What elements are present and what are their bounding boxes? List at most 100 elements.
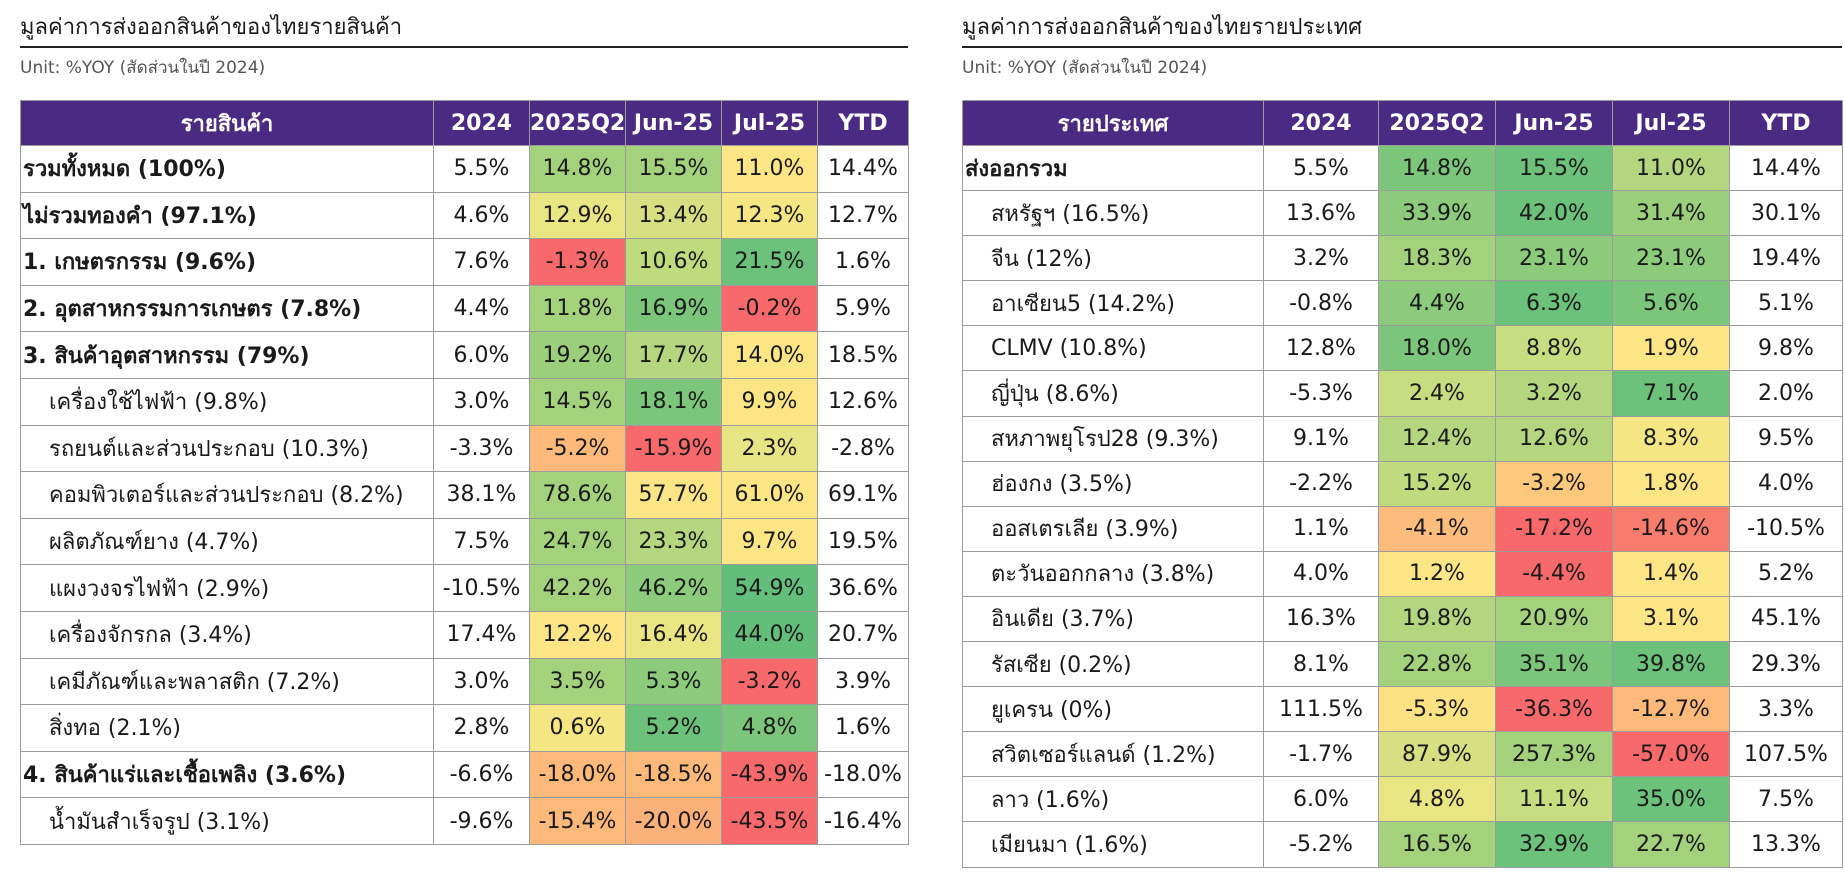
value-cell: -43.5% — [721, 797, 818, 845]
value-cell: -15.9% — [625, 424, 722, 473]
column-header: 2024 — [1263, 100, 1379, 146]
value-cell: 1.9% — [1612, 325, 1730, 372]
value-cell: 8.1% — [1263, 641, 1379, 688]
value-cell: 9.1% — [1263, 415, 1379, 462]
row-label: ญี่ปุ่น (8.6%) — [962, 370, 1264, 417]
value-cell: 13.6% — [1263, 190, 1379, 237]
value-cell: 12.4% — [1378, 415, 1496, 462]
value-cell: -9.6% — [433, 797, 530, 845]
value-cell: 35.1% — [1495, 641, 1613, 688]
value-cell: 3.9% — [817, 657, 909, 706]
value-cell: -1.7% — [1263, 731, 1379, 778]
value-cell: 13.4% — [625, 191, 722, 240]
value-cell: 11.0% — [1612, 144, 1730, 192]
table-row: รวมทั้งหมด (100%) 5.5% 14.8% 15.5% 11.0% 14.4… — [20, 145, 909, 193]
value-cell: 12.7% — [817, 191, 909, 240]
table-row: ฮ่องกง (3.5%) -2.2% 15.2% -3.2% 1.8% 4.0% — [962, 460, 1843, 507]
value-cell: 23.1% — [1612, 235, 1730, 282]
column-header: รายประเทศ — [962, 100, 1264, 146]
value-cell: 5.5% — [433, 145, 530, 193]
row-label: ไม่รวมทองคำ (97.1%) — [20, 191, 434, 240]
value-cell: 11.8% — [529, 284, 626, 333]
value-cell: 1.8% — [1612, 460, 1730, 507]
row-label: เคมีภัณฑ์และพลาสติก (7.2%) — [20, 657, 434, 706]
value-cell: 6.0% — [433, 331, 530, 379]
value-cell: -14.6% — [1612, 505, 1730, 552]
value-cell: 5.2% — [625, 704, 722, 752]
value-cell: 4.4% — [1378, 280, 1496, 327]
row-label: เครื่องใช้ไฟฟ้า (9.8%) — [20, 377, 434, 426]
value-cell: 2.0% — [1729, 370, 1843, 417]
table-row: ไม่รวมทองคำ (97.1%) 4.6% 12.9% 13.4% 12.3% 12… — [20, 191, 909, 240]
value-cell: -1.3% — [529, 238, 626, 286]
row-label: สวิตเซอร์แลนด์ (1.2%) — [962, 731, 1264, 778]
value-cell: 0.6% — [529, 704, 626, 752]
value-cell: 22.8% — [1378, 641, 1496, 688]
value-cell: 13.3% — [1729, 821, 1843, 868]
value-cell: 9.5% — [1729, 415, 1843, 462]
value-cell: -36.3% — [1495, 686, 1613, 733]
panel-title: มูลค่าการส่งออกสินค้าของไทยรายประเทศ — [962, 12, 1842, 48]
value-cell: 3.0% — [433, 657, 530, 706]
column-header: Jul-25 — [721, 100, 818, 146]
row-label: รัสเซีย (0.2%) — [962, 641, 1264, 688]
table-row: จีน (12%) 3.2% 18.3% 23.1% 23.1% 19.4% — [962, 235, 1843, 282]
value-cell: 78.6% — [529, 471, 626, 519]
row-label: เมียนมา (1.6%) — [962, 821, 1264, 868]
row-label: รวมทั้งหมด (100%) — [20, 145, 434, 193]
value-cell: 15.5% — [625, 145, 722, 193]
value-cell: 257.3% — [1495, 731, 1613, 778]
value-cell: -16.4% — [817, 797, 909, 845]
value-cell: 12.3% — [721, 191, 818, 240]
value-cell: 38.1% — [433, 471, 530, 519]
value-cell: 9.8% — [1729, 325, 1843, 372]
panel-title: มูลค่าการส่งออกสินค้าของไทยรายสินค้า — [20, 12, 908, 48]
table-row: ส่งออกรวม 5.5% 14.8% 15.5% 11.0% 14.4% — [962, 144, 1843, 192]
value-cell: -5.3% — [1378, 686, 1496, 733]
value-cell: 54.9% — [721, 564, 818, 612]
value-cell: 16.9% — [625, 284, 722, 333]
value-cell: 11.1% — [1495, 776, 1613, 823]
table-row: เครื่องใช้ไฟฟ้า (9.8%) 3.0% 14.5% 18.1% 9.9%… — [20, 377, 909, 426]
value-cell: 31.4% — [1612, 190, 1730, 237]
table-header-row: รายสินค้า 2024 2025Q2 Jun-25 Jul-25 YTD — [20, 100, 909, 146]
column-header: YTD — [1729, 100, 1843, 146]
value-cell: 46.2% — [625, 564, 722, 612]
value-cell: 14.4% — [817, 145, 909, 193]
value-cell: 12.9% — [529, 191, 626, 240]
value-cell: 19.8% — [1378, 595, 1496, 643]
row-label: แผงวงจรไฟฟ้า (2.9%) — [20, 564, 434, 612]
value-cell: 3.2% — [1263, 235, 1379, 282]
product-export-table: รายสินค้า 2024 2025Q2 Jun-25 Jul-25 YTD รวมทั… — [20, 100, 909, 845]
table-row: รัสเซีย (0.2%) 8.1% 22.8% 35.1% 39.8% 29.3% — [962, 641, 1843, 688]
row-label: ลาว (1.6%) — [962, 776, 1264, 823]
value-cell: 11.0% — [721, 145, 818, 193]
country-export-panel: มูลค่าการส่งออกสินค้าของไทยรายประเทศ Uni… — [962, 12, 1843, 868]
value-cell: 16.5% — [1378, 821, 1496, 868]
value-cell: 16.3% — [1263, 595, 1379, 643]
value-cell: 4.6% — [433, 191, 530, 240]
value-cell: 5.2% — [1729, 550, 1843, 597]
column-header: รายสินค้า — [20, 100, 434, 146]
value-cell: -4.1% — [1378, 505, 1496, 552]
value-cell: 12.6% — [1495, 415, 1613, 462]
value-cell: 3.0% — [433, 377, 530, 426]
value-cell: 2.4% — [1378, 370, 1496, 417]
value-cell: 3.1% — [1612, 595, 1730, 643]
value-cell: 32.9% — [1495, 821, 1613, 868]
value-cell: -17.2% — [1495, 505, 1613, 552]
value-cell: 10.6% — [625, 238, 722, 286]
value-cell: 19.5% — [817, 517, 909, 566]
value-cell: 29.3% — [1729, 641, 1843, 688]
value-cell: 30.1% — [1729, 190, 1843, 237]
value-cell: 20.7% — [817, 610, 909, 659]
table-row: อินเดีย (3.7%) 16.3% 19.8% 20.9% 3.1% 45.1% — [962, 595, 1843, 643]
table-row: ผลิตภัณฑ์ยาง (4.7%) 7.5% 24.7% 23.3% 9.7% 19.… — [20, 517, 909, 566]
row-label: เครื่องจักรกล (3.4%) — [20, 610, 434, 659]
value-cell: -4.4% — [1495, 550, 1613, 597]
value-cell: 4.4% — [433, 284, 530, 333]
value-cell: 18.5% — [817, 331, 909, 379]
value-cell: 3.2% — [1495, 370, 1613, 417]
table-row: เมียนมา (1.6%) -5.2% 16.5% 32.9% 22.7% 13.3% — [962, 821, 1843, 868]
value-cell: -5.3% — [1263, 370, 1379, 417]
